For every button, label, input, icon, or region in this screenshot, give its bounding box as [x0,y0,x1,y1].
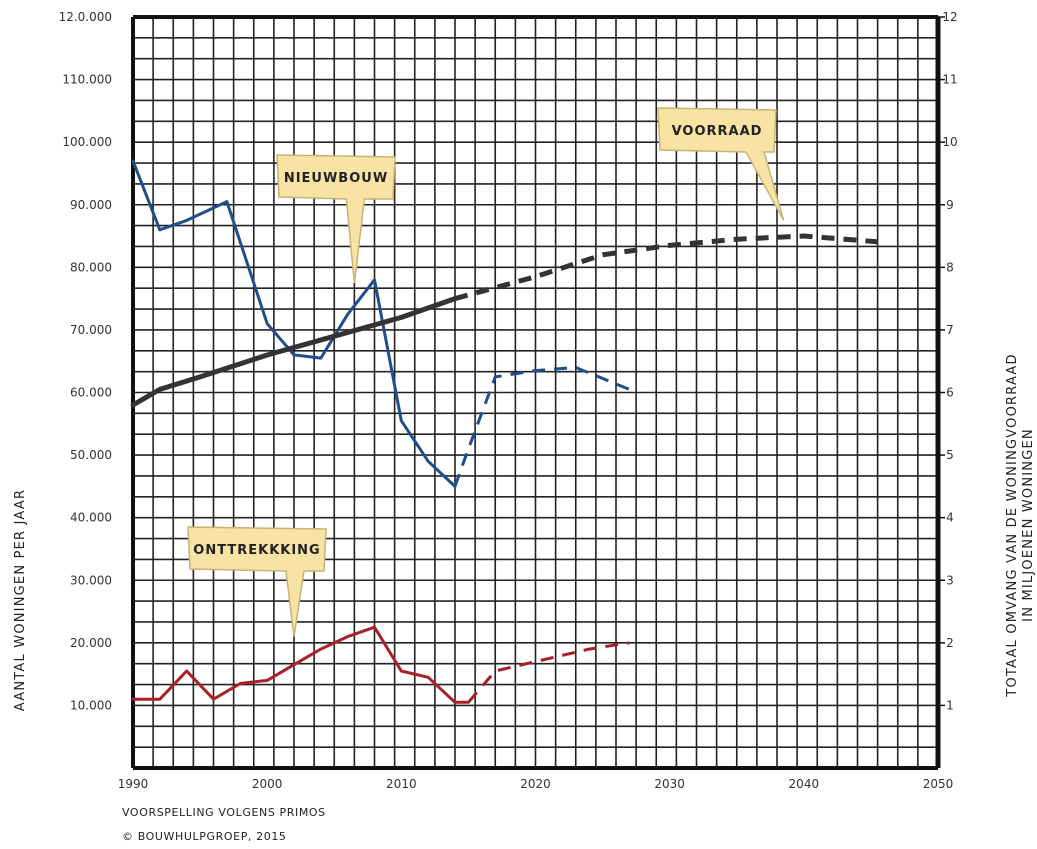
right-tick-label: 1 [946,698,954,712]
callout-bubble [187,526,327,637]
left-tick-label: 10.000 [70,698,112,712]
callout-bubble [657,107,785,221]
right-tick-label: 8 [946,260,954,274]
x-tick-label: 2000 [252,777,283,791]
series-lines [130,159,885,704]
right-tick-label: 9 [946,198,954,212]
left-axis-ticks: 10.000 20.000 30.000 40.000 50.000 60.000 70.0… [59,10,112,712]
series-forecast-onttrekkking [467,641,630,704]
callout-label: NIEUWBOUW [284,171,388,186]
right-tick-label: 4 [946,511,954,525]
x-tick-label: 1990 [118,777,149,791]
callout-label: ONTTREKKKING [193,543,320,558]
left-tick-label: 20.000 [70,636,112,650]
x-tick-label: 2050 [923,777,954,791]
left-axis-title: AANTAL WONINGEN PER JAAR [13,489,28,711]
right-tick-label: 3 [946,573,954,587]
series-line-onttrekkking [131,625,470,704]
chart-grid [133,17,938,768]
callout-bubble [276,154,396,284]
left-tick-label: 100.000 [62,135,112,149]
left-tick-label: 110.000 [62,73,112,87]
x-tick-label: 2010 [386,777,417,791]
right-tick-label: 11 [942,73,957,87]
credit-text: © BOUWHULPGROEP, 2015 [122,830,287,843]
left-tick-label: 40.000 [70,511,112,525]
callout-label: VOORRAAD [672,124,763,139]
left-tick-label: 12.0.000 [59,10,112,24]
right-tick-label: 12 [942,10,957,24]
x-tick-label: 2020 [520,777,551,791]
left-tick-label: 50.000 [70,448,112,462]
series-line-voorraad [130,296,458,408]
forecast-note: VOORSPELLING VOLGENS PRIMOS [122,806,326,819]
left-tick-label: 90.000 [70,198,112,212]
series-forecast-nieuwbouw [453,366,630,487]
right-axis-title-line1: TOTAAL OMVANG VAN DE WONINGVOORRAAD [1005,353,1020,697]
right-tick-label: 5 [946,448,954,462]
right-tick-label: 7 [946,323,954,337]
left-tick-label: 80.000 [70,260,112,274]
x-axis-ticks: 1990 2000 2010 2020 2030 2040 2050 [118,777,954,791]
series-line-nieuwbouw [131,159,457,488]
right-tick-label: 2 [946,636,954,650]
left-tick-label: 30.000 [70,573,112,587]
x-tick-label: 2030 [654,777,685,791]
callouts: NIEUWBOUW VOORRAAD ONTTREKKKING [187,107,785,637]
left-tick-label: 60.000 [70,386,112,400]
right-axis-title-line2: IN MILJOENEN WONINGEN [1021,428,1036,622]
series-forecast-voorraad [454,233,885,302]
right-tick-label: 6 [946,386,954,400]
left-tick-label: 70.000 [70,323,112,337]
right-tick-label: 10 [942,135,957,149]
x-tick-label: 2040 [789,777,820,791]
